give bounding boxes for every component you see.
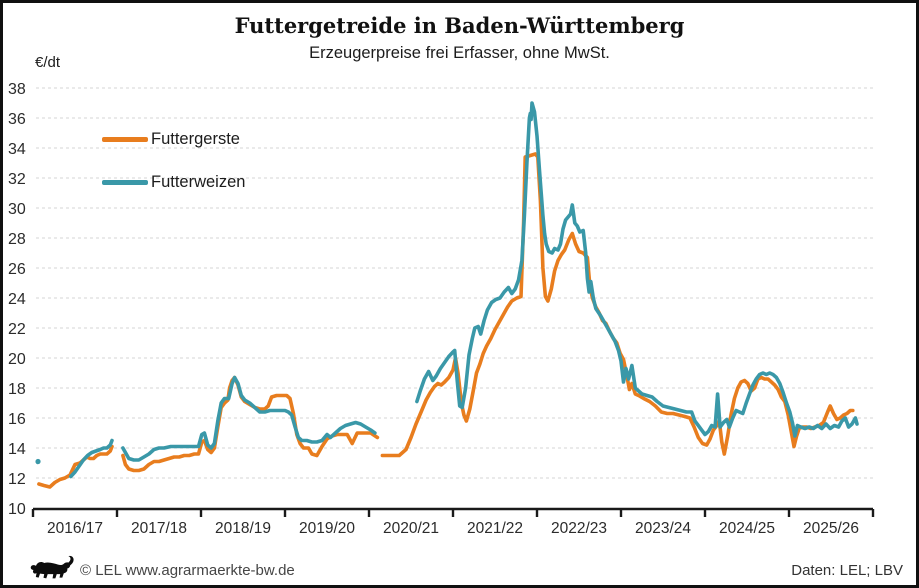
bw-lion-logo-icon [30,555,74,579]
y-tick-label: 28 [8,231,26,248]
footer-data-source: Daten: LEL; LBV [791,562,903,579]
x-tick-label: 2025/26 [803,520,859,537]
y-tick-label: 18 [8,381,26,398]
series-line-futtergerste [380,152,855,458]
y-tick-label: 24 [8,291,26,308]
series-line-futterweizen [415,101,859,438]
y-tick-label: 10 [8,501,26,518]
y-axis-unit-label: €/dt [35,54,61,71]
x-tick-label: 2023/24 [635,520,691,537]
x-tick-label: 2018/19 [215,520,271,537]
y-tick-label: 12 [8,471,26,488]
legend-swatch-futtergerste [102,136,148,142]
legend-label-futterweizen: Futterweizen [151,172,246,191]
legend-label-futtergerste: Futtergerste [151,129,240,148]
series-line-futtergerste [121,375,380,473]
x-tick-label: 2020/21 [383,520,439,537]
y-tick-label: 20 [8,351,26,368]
footer-credit: © LEL www.agrarmaerkte-bw.de [80,562,295,579]
chart-title: Futtergetreide in Baden-Württemberg [234,13,685,38]
x-tick-label: 2021/22 [467,520,523,537]
legend-item-futterweizen: Futterweizen [102,172,245,192]
series-line-futtergerste [37,444,114,489]
y-tick-label: 16 [8,411,26,428]
series-line-futterweizen [121,375,377,462]
y-tick-label: 30 [8,201,26,218]
y-tick-label: 26 [8,261,26,278]
series-point-futterweizen [35,458,41,465]
x-tick-label: 2022/23 [551,520,607,537]
x-tick-label: 2024/25 [719,520,775,537]
x-tick-label: 2016/17 [47,520,103,537]
y-tick-label: 34 [8,141,26,158]
chart-subtitle: Erzeugerpreise frei Erfasser, ohne MwSt. [309,44,610,62]
series-line-futterweizen [69,438,114,479]
x-tick-label: 2017/18 [131,520,187,537]
legend-item-futtergerste: Futtergerste [102,129,245,149]
legend: Futtergerste Futterweizen [102,129,245,215]
x-tick-label: 2019/20 [299,520,355,537]
y-tick-label: 14 [8,441,26,458]
y-tick-label: 32 [8,171,26,188]
y-tick-label: 36 [8,111,26,128]
y-tick-label: 38 [8,81,26,98]
legend-swatch-futterweizen [102,179,148,185]
y-tick-label: 22 [8,321,26,338]
